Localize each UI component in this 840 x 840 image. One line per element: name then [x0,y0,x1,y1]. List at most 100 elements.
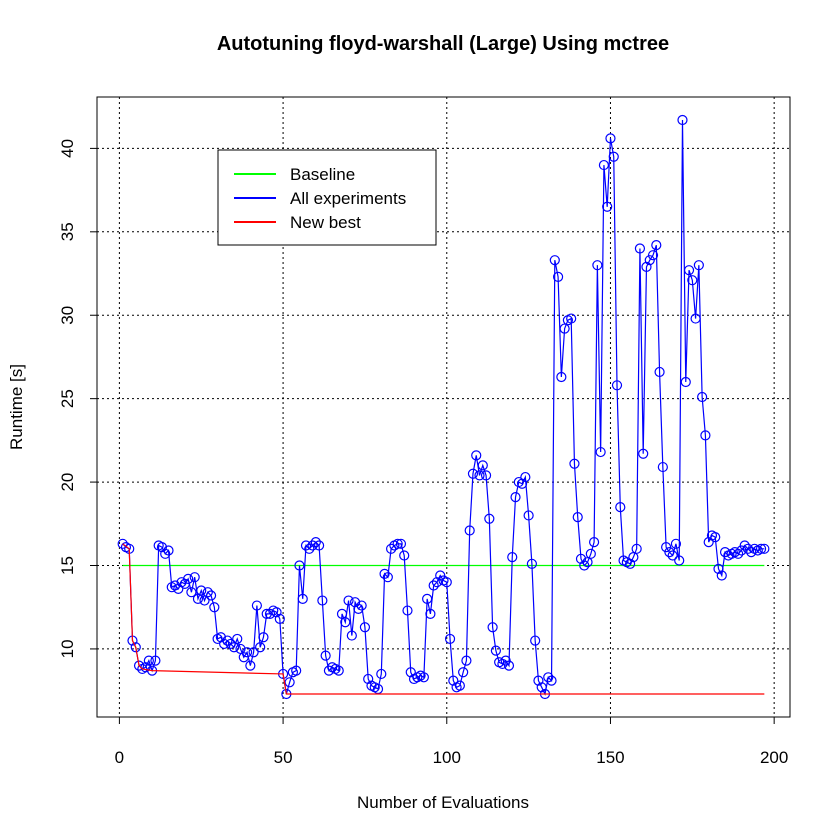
data-point [487,622,498,633]
data-point [291,665,302,676]
data-point [625,558,636,569]
data-point [490,645,501,656]
data-point [700,430,711,441]
data-point [435,570,446,581]
data-point [395,538,407,549]
x-tick-label: 0 [115,748,124,767]
data-point [163,545,174,556]
data-point [219,638,230,650]
data-point [713,563,724,574]
data-point [634,243,646,254]
legend-label: All experiments [290,189,406,208]
data-point [605,133,616,144]
data-point [402,605,413,616]
data-point [654,366,665,378]
data-point [733,548,744,559]
data-point [359,622,371,633]
data-point [431,577,443,588]
data-point [169,580,181,591]
data-point [186,587,197,598]
data-point [323,665,335,676]
data-point [687,275,698,286]
data-point [644,255,655,266]
y-tick-label: 25 [58,389,77,408]
y-tick-label: 15 [58,556,77,575]
data-point [746,547,757,558]
series-line [122,543,765,695]
data-point [294,560,305,571]
data-point [530,635,541,646]
data-point [690,313,701,324]
data-point [464,525,475,536]
x-tick-label: 200 [760,748,788,767]
data-point [205,590,217,601]
data-point [454,680,465,691]
data-point [133,660,145,671]
data-point [340,617,351,628]
data-point [271,607,282,618]
data-point [297,593,308,604]
data-point [575,553,587,564]
data-point [173,583,184,594]
x-tick-label: 100 [433,748,461,767]
data-point [264,608,276,619]
data-point [356,600,367,611]
y-tick-label: 35 [58,222,77,241]
data-point [245,660,256,671]
data-point [631,543,642,554]
data-point [422,593,433,604]
data-point [703,537,714,548]
data-point [710,532,721,543]
data-point [317,595,328,606]
data-point [363,673,374,685]
data-point [516,478,528,489]
x-tick-label: 50 [274,748,293,767]
data-point [307,540,318,551]
legend-label: New best [290,213,361,232]
data-point [189,572,200,583]
data-point [667,550,678,561]
y-axis-label: Runtime [s] [7,364,26,450]
data-point [444,633,456,645]
data-point [160,548,171,559]
data-point [611,380,623,391]
data-point [533,675,544,686]
data-point [150,655,161,666]
data-point [261,608,272,619]
data-point [680,376,691,388]
data-point [179,578,190,589]
data-point [657,461,668,473]
data-point [300,540,312,551]
data-point [638,448,649,459]
series-line [122,120,765,696]
data-point [376,668,387,680]
data-point [225,638,236,650]
data-point [572,512,583,523]
data-point [592,260,603,271]
data-point [520,471,531,483]
chart-title: Autotuning floyd-warshall (Large) Using … [217,33,669,55]
data-point [693,260,704,271]
data-point [238,652,249,663]
data-point [251,600,262,611]
data-point [382,572,393,583]
data-point [310,537,321,548]
data-point [549,255,560,266]
legend-label: Baseline [290,165,355,184]
data-point [399,550,410,561]
data-point [615,502,626,513]
data-point [320,650,331,661]
data-point [719,547,731,558]
data-point [588,537,600,548]
data-point [346,630,357,641]
data-point [405,667,416,678]
data-point [467,468,479,479]
y-tick-label: 20 [58,473,77,492]
data-point [602,201,613,212]
data-point [507,552,518,563]
data-point [661,542,672,553]
data-point [739,540,750,551]
data-point [670,538,682,549]
data-point [716,570,727,581]
data-point [647,250,659,261]
